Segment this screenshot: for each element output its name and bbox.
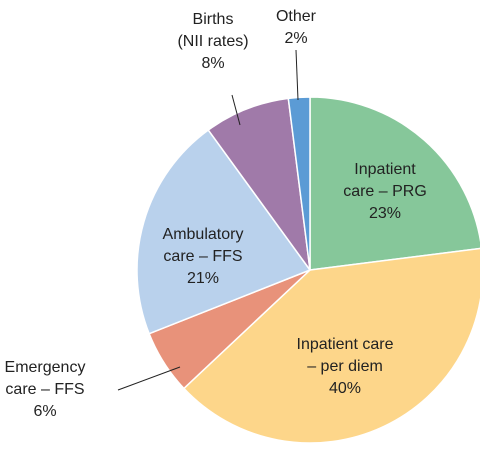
slice-label: care – FFS	[5, 381, 84, 398]
pie-slice	[182, 247, 480, 444]
value-label: 2%	[284, 30, 307, 47]
leader-line	[117, 366, 181, 391]
slice-label: Emergency	[5, 359, 86, 376]
pie-slice	[287, 96, 311, 271]
slice-label: care – FFS	[163, 248, 242, 265]
slice-label: Births	[193, 11, 234, 28]
leader-line	[295, 49, 299, 101]
slice-label: Ambulatory	[163, 226, 244, 243]
slice-label: – per diem	[307, 358, 383, 375]
slice-label: Other	[276, 8, 317, 25]
pie-slice	[136, 128, 312, 335]
value-label: 8%	[201, 55, 224, 72]
slice-label: Inpatient care	[297, 336, 394, 353]
value-label: 40%	[329, 380, 361, 397]
slice-label: Inpatient	[354, 161, 416, 178]
slice-label: (NII rates)	[177, 33, 248, 50]
pie-slice	[309, 96, 480, 271]
slice-label: care – PRG	[343, 183, 427, 200]
value-label: 21%	[187, 270, 219, 287]
value-label: 6%	[33, 403, 56, 420]
leader-line	[231, 94, 241, 126]
value-label: 23%	[369, 205, 401, 222]
